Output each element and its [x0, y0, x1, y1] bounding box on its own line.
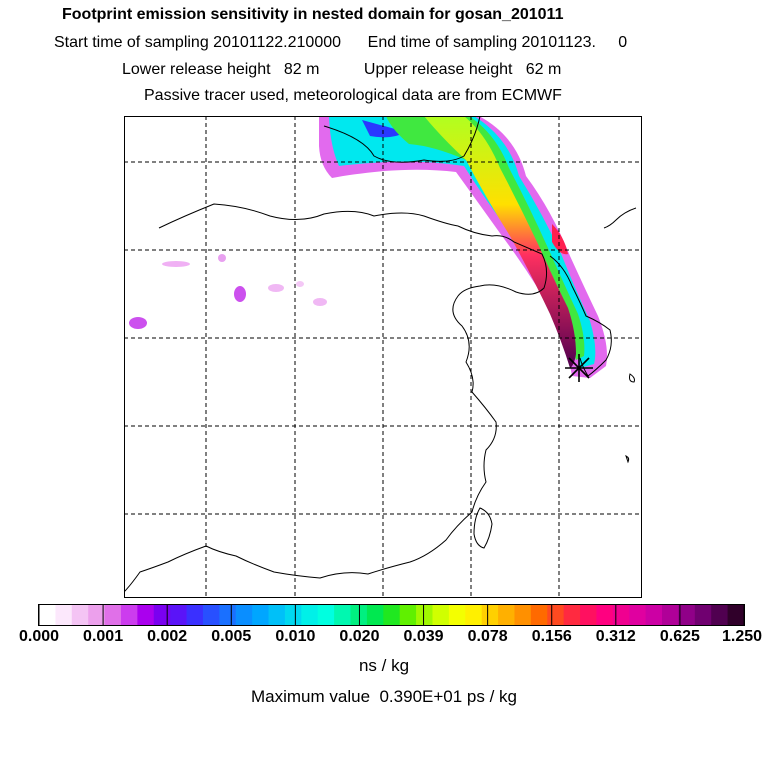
- colorbar-tick-label: 0.002: [147, 628, 188, 645]
- colorbar-swatch: [71, 605, 89, 625]
- spot: [218, 254, 226, 262]
- sampling-time-line: Start time of sampling 20101122.210000 E…: [54, 34, 628, 51]
- border-line: [158, 203, 459, 229]
- colorbar-tick-label: 0.039: [403, 628, 444, 645]
- colorbar-swatch: [153, 605, 171, 625]
- colorbar-swatch: [301, 605, 319, 625]
- colorbar-swatch: [547, 605, 565, 625]
- colorbar-swatch: [317, 605, 335, 625]
- colorbar-swatch: [481, 605, 499, 625]
- colorbar-tick-label: 0.078: [467, 628, 508, 645]
- map-frame: [124, 116, 642, 598]
- colorbar-swatch: [727, 605, 745, 625]
- colorbar-swatch: [399, 605, 417, 625]
- border-line: [323, 116, 481, 163]
- spot: [129, 317, 147, 329]
- colorbar-tick-label: 0.625: [659, 628, 700, 645]
- colorbar-swatch: [186, 605, 204, 625]
- colorbar-swatch: [580, 605, 598, 625]
- plume-red-patch: [552, 224, 568, 255]
- colorbar-swatch: [137, 605, 155, 625]
- colorbar-swatch: [645, 605, 663, 625]
- colorbar-swatch: [694, 605, 712, 625]
- colorbar-swatch: [170, 605, 188, 625]
- colorbar-swatch: [530, 605, 548, 625]
- colorbar-swatch: [662, 605, 680, 625]
- colorbar-swatch: [563, 605, 581, 625]
- colorbar-swatch: [596, 605, 614, 625]
- island: [625, 455, 630, 464]
- plume-blue-patch: [362, 120, 406, 138]
- colorbar-swatch: [366, 605, 384, 625]
- colorbar-swatch: [629, 605, 647, 625]
- colorbar-swatch: [465, 605, 483, 625]
- release-height-line: Lower release height 82 m Upper release …: [122, 61, 562, 78]
- colorbar: [38, 604, 745, 626]
- colorbar-swatch: [498, 605, 516, 625]
- colorbar-swatch: [202, 605, 220, 625]
- maximum-value-line: Maximum value 0.390E+01 ps / kg: [251, 687, 517, 706]
- colorbar-swatch: [678, 605, 696, 625]
- coast-line: [124, 225, 548, 593]
- japan-coast: [603, 207, 637, 229]
- spot: [162, 261, 190, 267]
- colorbar-tick-label: 0.010: [275, 628, 316, 645]
- colorbar-swatch: [711, 605, 729, 625]
- colorbar-swatch: [268, 605, 286, 625]
- colorbar-swatch: [120, 605, 138, 625]
- colorbar-swatch: [88, 605, 106, 625]
- taiwan-island: [473, 507, 493, 549]
- colorbar-swatch: [219, 605, 237, 625]
- colorbar-swatch: [432, 605, 450, 625]
- colorbar-tick-label: 0.005: [211, 628, 252, 645]
- colorbar-frame: [38, 604, 745, 626]
- colorbar-tick-label: 0.312: [595, 628, 636, 645]
- colorbar-swatch: [334, 605, 352, 625]
- colorbar-swatch: [383, 605, 401, 625]
- colorbar-unit: ns / kg: [358, 656, 410, 675]
- colorbar-swatch: [514, 605, 532, 625]
- colorbar-swatch: [252, 605, 270, 625]
- colorbar-swatch: [448, 605, 466, 625]
- colorbar-tick-label: 0.020: [339, 628, 380, 645]
- colorbar-tick-label: 0.156: [531, 628, 572, 645]
- spot: [234, 286, 246, 302]
- colorbar-swatch: [416, 605, 434, 625]
- tracer-info-line: Passive tracer used, meteorological data…: [144, 87, 562, 104]
- colorbar-swatch: [104, 605, 122, 625]
- colorbar-swatch: [55, 605, 73, 625]
- colorbar-swatch: [284, 605, 302, 625]
- footprint-map: [124, 116, 642, 598]
- spot: [296, 281, 304, 287]
- asterisk-icon: [565, 354, 593, 382]
- colorbar-tick-label: 0.000: [18, 628, 60, 645]
- colorbar-swatch: [39, 605, 56, 625]
- figure-title: Footprint emission sensitivity in nested…: [62, 6, 564, 23]
- spot: [268, 284, 284, 292]
- colorbar-swatch: [235, 605, 253, 625]
- colorbar-tick-label: 0.001: [83, 628, 124, 645]
- spot: [313, 298, 327, 306]
- island: [629, 373, 635, 383]
- colorbar-tick-label: 1.250: [721, 628, 763, 645]
- colorbar-swatch: [612, 605, 630, 625]
